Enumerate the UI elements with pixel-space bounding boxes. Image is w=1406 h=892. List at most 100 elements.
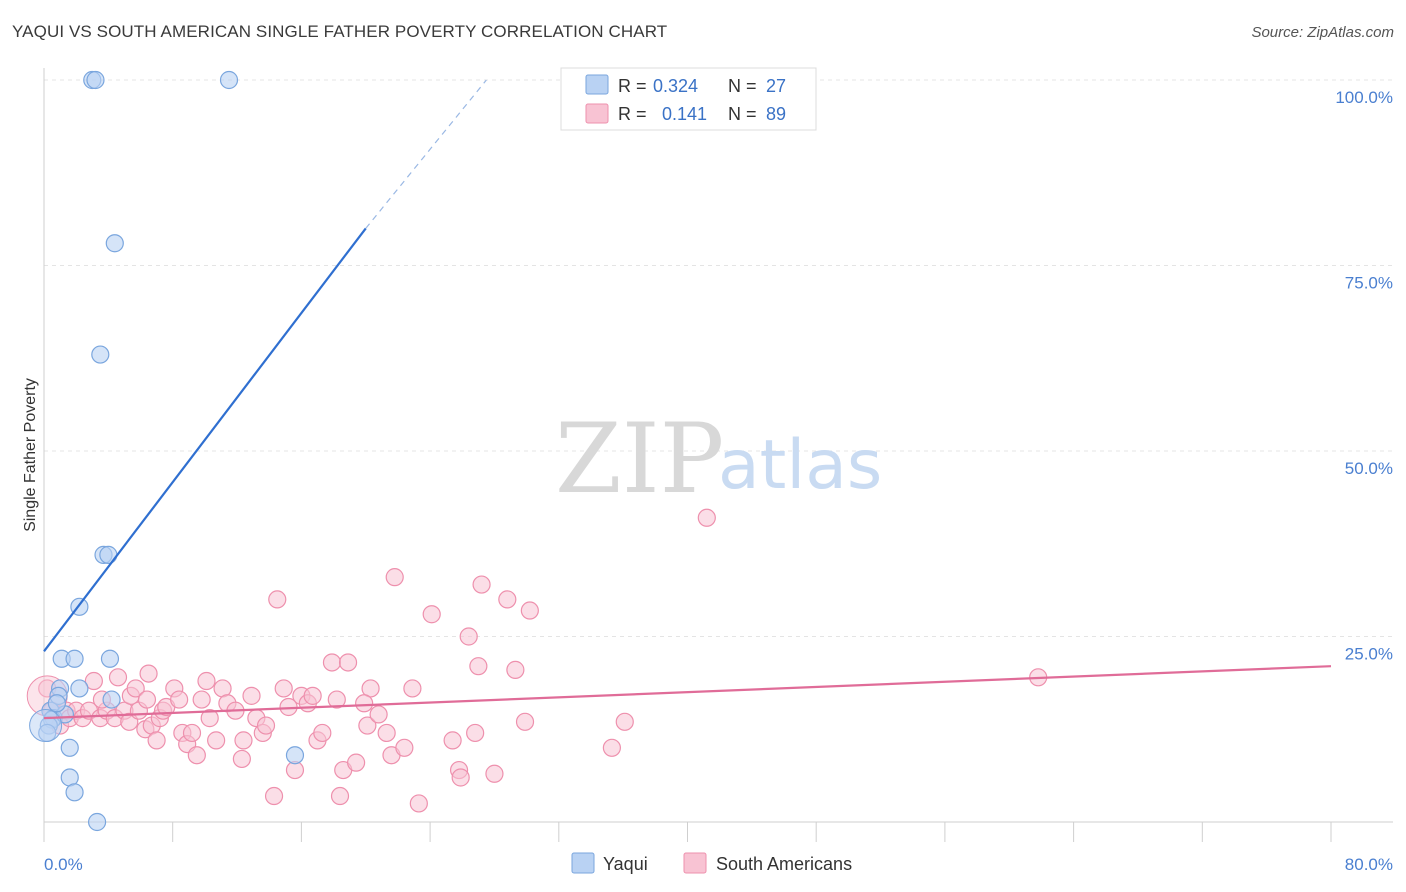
south-americans-point-19 (137, 690, 157, 709)
south-americans-point-27 (170, 690, 189, 709)
correlation-legend: R = 0.324 N = 27 R = 0.141 N = 89 (560, 67, 817, 131)
legend-n-value-1: 27 (766, 76, 786, 96)
y-tick-label-100: 100.0% (1335, 88, 1393, 107)
south-americans-point-12 (108, 668, 128, 687)
legend-r-label-2: R = (618, 104, 647, 124)
south-americans-point-22 (147, 731, 166, 750)
yaqui-point-20 (60, 738, 79, 757)
legend-n-value-2: 89 (766, 104, 786, 124)
series-legend-swatch-yaqui (571, 852, 595, 874)
south-americans-point-88 (355, 694, 374, 713)
yaqui-point-2 (219, 70, 239, 90)
series-legend-swatch-south-americans (683, 852, 707, 874)
yaqui-point-25 (285, 746, 305, 765)
chart-source: Source: ZipAtlas.com (1251, 24, 1394, 41)
x-tick-label-min: 0.0% (44, 855, 83, 874)
south-americans-point-33 (200, 709, 219, 728)
south-americans-point-85 (192, 690, 211, 709)
south-americans-point-63 (377, 723, 396, 743)
south-americans-point-20 (139, 664, 158, 683)
south-americans-point-58 (338, 653, 358, 672)
yaqui-trend-extension (365, 79, 487, 229)
south-americans-point-34 (207, 731, 226, 750)
south-americans-point-86 (422, 605, 441, 624)
yaqui-point-4 (91, 345, 110, 364)
yaqui-cluster-point (29, 709, 63, 743)
yaqui-trend-line (43, 227, 367, 653)
south-americans-point-32 (197, 671, 216, 691)
south-americans-point-79 (515, 712, 535, 731)
south-americans-point-40 (242, 686, 261, 705)
south-americans-point-68 (409, 794, 428, 813)
south-americans-point-65 (385, 568, 404, 587)
south-americans-point-55 (327, 690, 346, 709)
south-americans-point-80 (520, 601, 539, 620)
south-americans-point-72 (459, 627, 478, 646)
south-americans-point-62 (369, 705, 388, 724)
south-americans-point-67 (403, 679, 422, 698)
south-americans-point-74 (469, 657, 488, 676)
yaqui-point-3 (105, 234, 124, 253)
y-axis-title: Single Father Poverty (22, 378, 39, 532)
x-tick-label-max: 80.0% (1345, 855, 1393, 874)
yaqui-point-13 (70, 679, 89, 698)
legend-swatch-yaqui (585, 74, 609, 95)
south-americans-point-44 (264, 786, 284, 806)
south-americans-point-39 (234, 731, 253, 750)
south-americans-point-78 (506, 660, 525, 679)
y-tick-label-25: 25.0% (1345, 645, 1393, 664)
south-americans-point-71 (451, 768, 470, 787)
south-americans-point-51 (303, 686, 322, 705)
south-americans-point-54 (322, 653, 342, 672)
south-americans-points (26, 508, 1048, 813)
yaqui-point-6 (99, 545, 118, 564)
series-legend: Yaqui South Americans (571, 852, 852, 874)
y-tick-label-75: 75.0% (1345, 274, 1393, 293)
watermark: ZIP atlas (555, 403, 882, 515)
south-americans-point-8 (84, 671, 103, 691)
south-americans-point-77 (498, 590, 517, 609)
south-americans-point-45 (268, 590, 287, 609)
south-americans-point-16 (126, 679, 145, 698)
trend-lines (43, 79, 1332, 720)
series-legend-south-americans: South Americans (716, 854, 852, 874)
legend-swatch-south-americans (585, 103, 609, 124)
yaqui-point-9 (65, 649, 84, 668)
x-tick-labels: 0.0% 80.0% (44, 855, 1393, 874)
south-americans-point-66 (395, 738, 414, 757)
yaqui-point-26 (47, 694, 66, 713)
south-americans-point-43 (256, 716, 276, 735)
yaqui-points (29, 70, 305, 832)
watermark-atlas: atlas (718, 426, 882, 505)
south-americans-point-56 (330, 786, 350, 806)
south-americans-point-60 (358, 716, 377, 735)
legend-n-label-2: N = (728, 104, 757, 124)
south-americans-point-69 (443, 731, 462, 750)
chart-title: YAQUI VS SOUTH AMERICAN SINGLE FATHER PO… (12, 22, 668, 41)
south-americans-point-76 (485, 764, 504, 783)
south-americans-point-38 (232, 749, 251, 769)
south-americans-point-30 (182, 723, 202, 743)
yaqui-point-1 (86, 70, 105, 90)
south-americans-point-73 (466, 723, 485, 743)
south-americans-point-46 (274, 679, 293, 698)
y-tick-labels: 25.0% 50.0% 75.0% 100.0% (1335, 88, 1393, 664)
legend-r-value-1: 0.324 (653, 76, 698, 96)
south-americans-point-82 (615, 712, 634, 731)
y-tick-label-50: 50.0% (1345, 459, 1393, 478)
yaqui-point-10 (100, 649, 120, 668)
south-americans-point-75 (472, 575, 491, 594)
yaqui-point-22 (65, 783, 84, 802)
legend-r-label-1: R = (618, 76, 647, 96)
legend-r-value-2: 0.141 (662, 104, 707, 124)
south-americans-trend-line (43, 665, 1332, 720)
south-americans-point-83 (697, 508, 716, 527)
south-americans-point-31 (187, 746, 206, 765)
series-legend-yaqui: Yaqui (603, 854, 648, 874)
yaqui-point-23 (87, 812, 107, 832)
grid-lines (44, 79, 1393, 637)
yaqui-point-14 (102, 690, 121, 709)
south-americans-point-59 (346, 753, 366, 772)
south-americans-point-81 (602, 738, 621, 757)
